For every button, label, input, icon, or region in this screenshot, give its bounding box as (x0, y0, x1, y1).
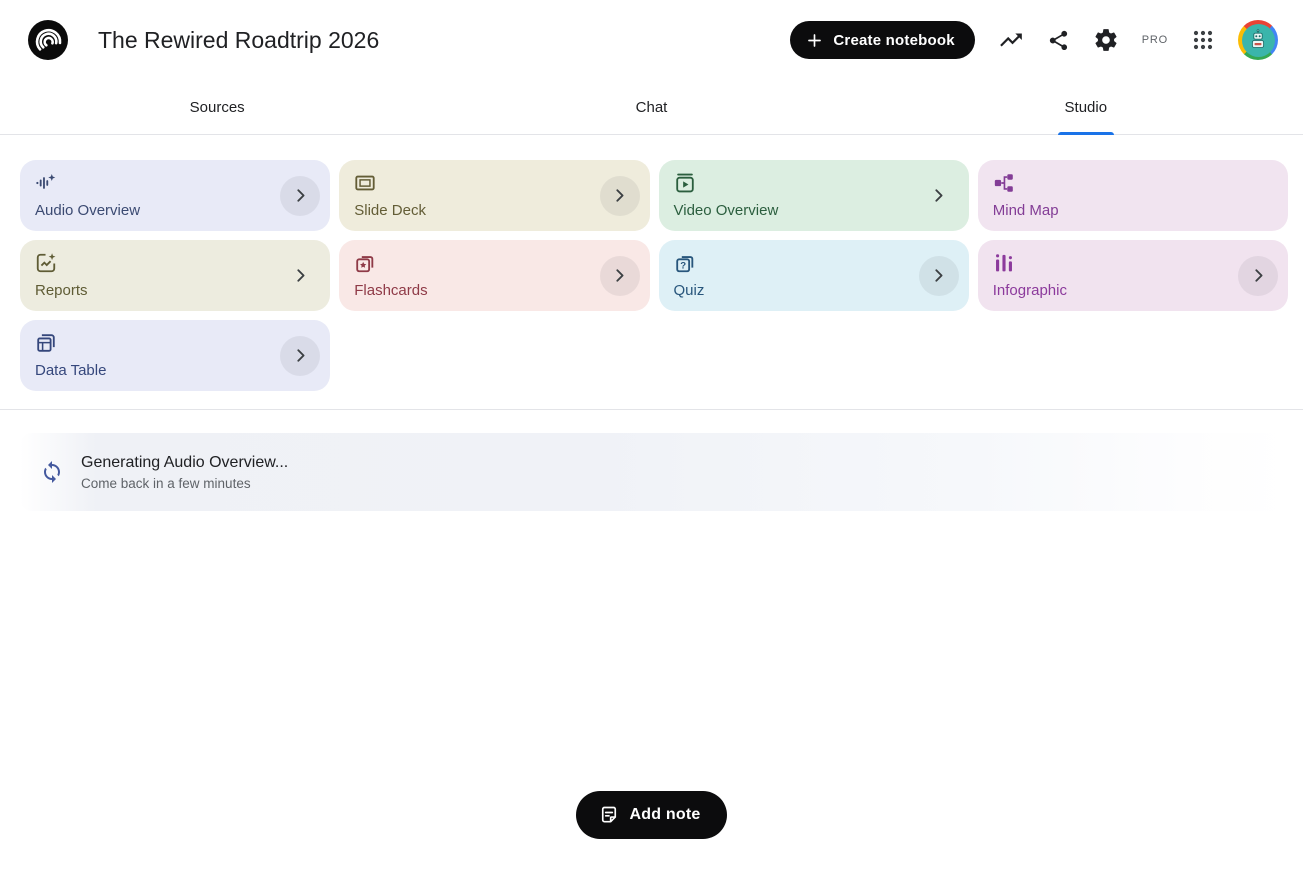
active-tab-underline (1057, 132, 1114, 135)
analytics-button[interactable] (998, 27, 1024, 53)
chevron-right-icon (928, 185, 949, 206)
open-card-button[interactable] (280, 335, 321, 376)
sync-icon (40, 460, 64, 484)
studio-card-grid: Audio Overview Slide Deck Video Overview… (0, 135, 1303, 391)
tab-sources[interactable]: Sources (0, 80, 434, 134)
reports-icon (35, 252, 316, 274)
chevron-right-icon (1248, 265, 1269, 286)
chevron-right-icon (609, 185, 630, 206)
header-actions: Create notebook PRO (790, 20, 1278, 60)
open-card-button[interactable] (599, 255, 640, 296)
google-apps-button[interactable] (1191, 28, 1215, 52)
studio-card-flashcards[interactable]: Flashcards (339, 240, 650, 311)
studio-card-reports[interactable]: Reports (20, 240, 331, 311)
studio-card-data-table[interactable]: Data Table (20, 320, 331, 391)
account-avatar[interactable] (1238, 20, 1278, 60)
share-icon (1047, 29, 1070, 52)
notebook-title[interactable]: The Rewired Roadtrip 2026 (98, 26, 380, 53)
studio-card-mind-map[interactable]: Mind Map (977, 160, 1288, 231)
pro-badge: PRO (1141, 34, 1168, 46)
studio-card-slide-deck[interactable]: Slide Deck (339, 160, 650, 231)
chevron-right-icon (290, 345, 311, 366)
mind-map-icon (993, 172, 1274, 194)
chevron-right-icon (290, 185, 311, 206)
footer-actions: Add note (0, 791, 1303, 839)
app-header: The Rewired Roadtrip 2026 Create noteboo… (0, 0, 1303, 80)
data-table-icon (35, 332, 316, 354)
create-notebook-button[interactable]: Create notebook (790, 21, 975, 59)
tab-chat[interactable]: Chat (434, 80, 868, 134)
chevron-right-icon (609, 265, 630, 286)
studio-card-audio-overview[interactable]: Audio Overview (20, 160, 331, 231)
panel-tabs: Sources Chat Studio (0, 80, 1303, 135)
note-icon (599, 805, 619, 825)
add-note-button[interactable]: Add note (575, 791, 728, 839)
status-title: Generating Audio Overview... (81, 453, 289, 471)
open-card-button[interactable] (919, 176, 959, 216)
studio-card-video-overview[interactable]: Video Overview (658, 160, 969, 231)
trending-up-icon (998, 27, 1024, 53)
infographic-icon (993, 252, 1274, 274)
open-card-button[interactable] (280, 256, 320, 296)
tab-studio[interactable]: Studio (869, 80, 1303, 135)
open-card-button[interactable] (918, 255, 959, 296)
robot-avatar-image (1241, 23, 1275, 57)
audio-overview-icon (35, 172, 316, 194)
plus-icon (805, 31, 824, 50)
studio-card-infographic[interactable]: Infographic (977, 240, 1288, 311)
quiz-icon: ? (674, 252, 955, 274)
section-divider (0, 409, 1303, 410)
chevron-right-icon (928, 265, 949, 286)
notebooklm-logo[interactable] (28, 20, 68, 60)
studio-card-quiz[interactable]: ? Quiz (658, 240, 969, 311)
open-card-button[interactable] (599, 175, 640, 216)
share-button[interactable] (1047, 29, 1070, 52)
generating-status-card: Generating Audio Overview... Come back i… (20, 433, 1288, 511)
video-overview-icon (674, 172, 955, 194)
settings-button[interactable] (1093, 27, 1119, 53)
svg-text:?: ? (680, 261, 686, 272)
flashcards-icon (354, 252, 635, 274)
chevron-right-icon (290, 265, 311, 286)
status-subtitle: Come back in a few minutes (81, 475, 251, 491)
slide-deck-icon (354, 172, 635, 194)
open-card-button[interactable] (1238, 255, 1278, 296)
apps-grid-icon (1191, 28, 1215, 52)
gear-icon (1093, 27, 1119, 53)
open-card-button[interactable] (280, 175, 321, 216)
